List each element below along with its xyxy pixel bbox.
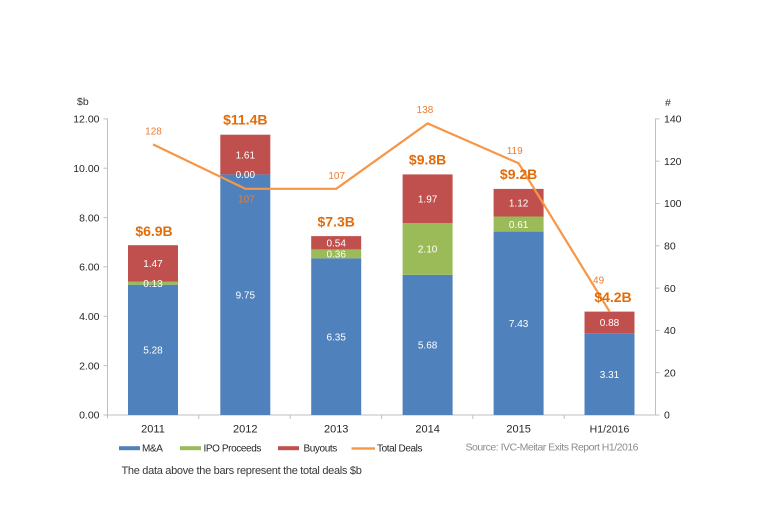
svg-text:0.13: 0.13 bbox=[143, 279, 163, 290]
svg-text:0.00: 0.00 bbox=[79, 410, 100, 422]
svg-text:2015: 2015 bbox=[506, 423, 530, 435]
svg-text:10.00: 10.00 bbox=[73, 163, 99, 175]
svg-text:20: 20 bbox=[664, 367, 676, 379]
svg-text:40: 40 bbox=[664, 325, 676, 337]
svg-text:138: 138 bbox=[417, 105, 434, 116]
svg-text:1.61: 1.61 bbox=[236, 150, 256, 161]
svg-text:Source: IVC-Meitar Exits Repor: Source: IVC-Meitar Exits Report H1/2016 bbox=[466, 442, 639, 454]
svg-text:0.54: 0.54 bbox=[326, 239, 346, 250]
svg-text:7.43: 7.43 bbox=[509, 319, 529, 330]
svg-text:128: 128 bbox=[145, 126, 162, 137]
svg-text:80: 80 bbox=[664, 241, 676, 253]
svg-text:8.00: 8.00 bbox=[79, 212, 100, 224]
svg-text:12.00: 12.00 bbox=[73, 114, 99, 126]
svg-text:IPO Proceeds: IPO Proceeds bbox=[204, 443, 262, 454]
svg-text:49: 49 bbox=[593, 276, 605, 287]
svg-text:107: 107 bbox=[328, 171, 345, 182]
svg-text:The data above the bars repres: The data above the bars represent the to… bbox=[122, 465, 362, 477]
svg-text:120: 120 bbox=[664, 156, 682, 168]
svg-text:0: 0 bbox=[664, 410, 670, 422]
svg-text:$7.3B: $7.3B bbox=[318, 213, 355, 229]
svg-text:$9.2B: $9.2B bbox=[500, 166, 537, 182]
svg-text:#: # bbox=[665, 97, 671, 109]
svg-text:5.68: 5.68 bbox=[418, 341, 438, 352]
svg-text:6.35: 6.35 bbox=[326, 332, 346, 343]
svg-text:100: 100 bbox=[664, 198, 682, 210]
svg-text:119: 119 bbox=[507, 146, 523, 157]
svg-text:1.97: 1.97 bbox=[418, 194, 438, 205]
svg-text:107: 107 bbox=[238, 194, 255, 205]
svg-text:2014: 2014 bbox=[415, 423, 439, 435]
svg-text:2013: 2013 bbox=[324, 423, 348, 435]
svg-text:3.31: 3.31 bbox=[600, 370, 620, 381]
svg-text:2.00: 2.00 bbox=[79, 360, 100, 372]
svg-text:4.00: 4.00 bbox=[79, 311, 100, 323]
svg-text:Total Deals: Total Deals bbox=[377, 443, 422, 454]
svg-text:0.00: 0.00 bbox=[236, 170, 256, 181]
svg-text:0.36: 0.36 bbox=[326, 250, 346, 261]
svg-text:$6.9B: $6.9B bbox=[135, 223, 172, 239]
svg-text:60: 60 bbox=[664, 283, 676, 295]
svg-text:$4.2B: $4.2B bbox=[594, 289, 631, 305]
svg-text:2012: 2012 bbox=[233, 423, 257, 435]
svg-text:5.28: 5.28 bbox=[143, 346, 163, 357]
svg-text:2.10: 2.10 bbox=[418, 245, 438, 256]
svg-text:1.47: 1.47 bbox=[143, 259, 163, 270]
svg-text:0.88: 0.88 bbox=[600, 318, 620, 329]
svg-text:$b: $b bbox=[77, 96, 89, 108]
svg-text:140: 140 bbox=[664, 114, 682, 126]
svg-text:1.12: 1.12 bbox=[509, 198, 529, 209]
svg-text:$9.8B: $9.8B bbox=[409, 152, 446, 168]
svg-text:H1/2016: H1/2016 bbox=[590, 423, 630, 435]
svg-text:Buyouts: Buyouts bbox=[304, 443, 338, 454]
svg-text:$11.4B: $11.4B bbox=[223, 111, 267, 127]
svg-text:9.75: 9.75 bbox=[236, 290, 256, 301]
svg-text:2011: 2011 bbox=[141, 423, 165, 435]
svg-text:6.00: 6.00 bbox=[79, 262, 100, 274]
svg-text:M&A: M&A bbox=[142, 443, 163, 454]
svg-text:0.61: 0.61 bbox=[509, 220, 529, 231]
